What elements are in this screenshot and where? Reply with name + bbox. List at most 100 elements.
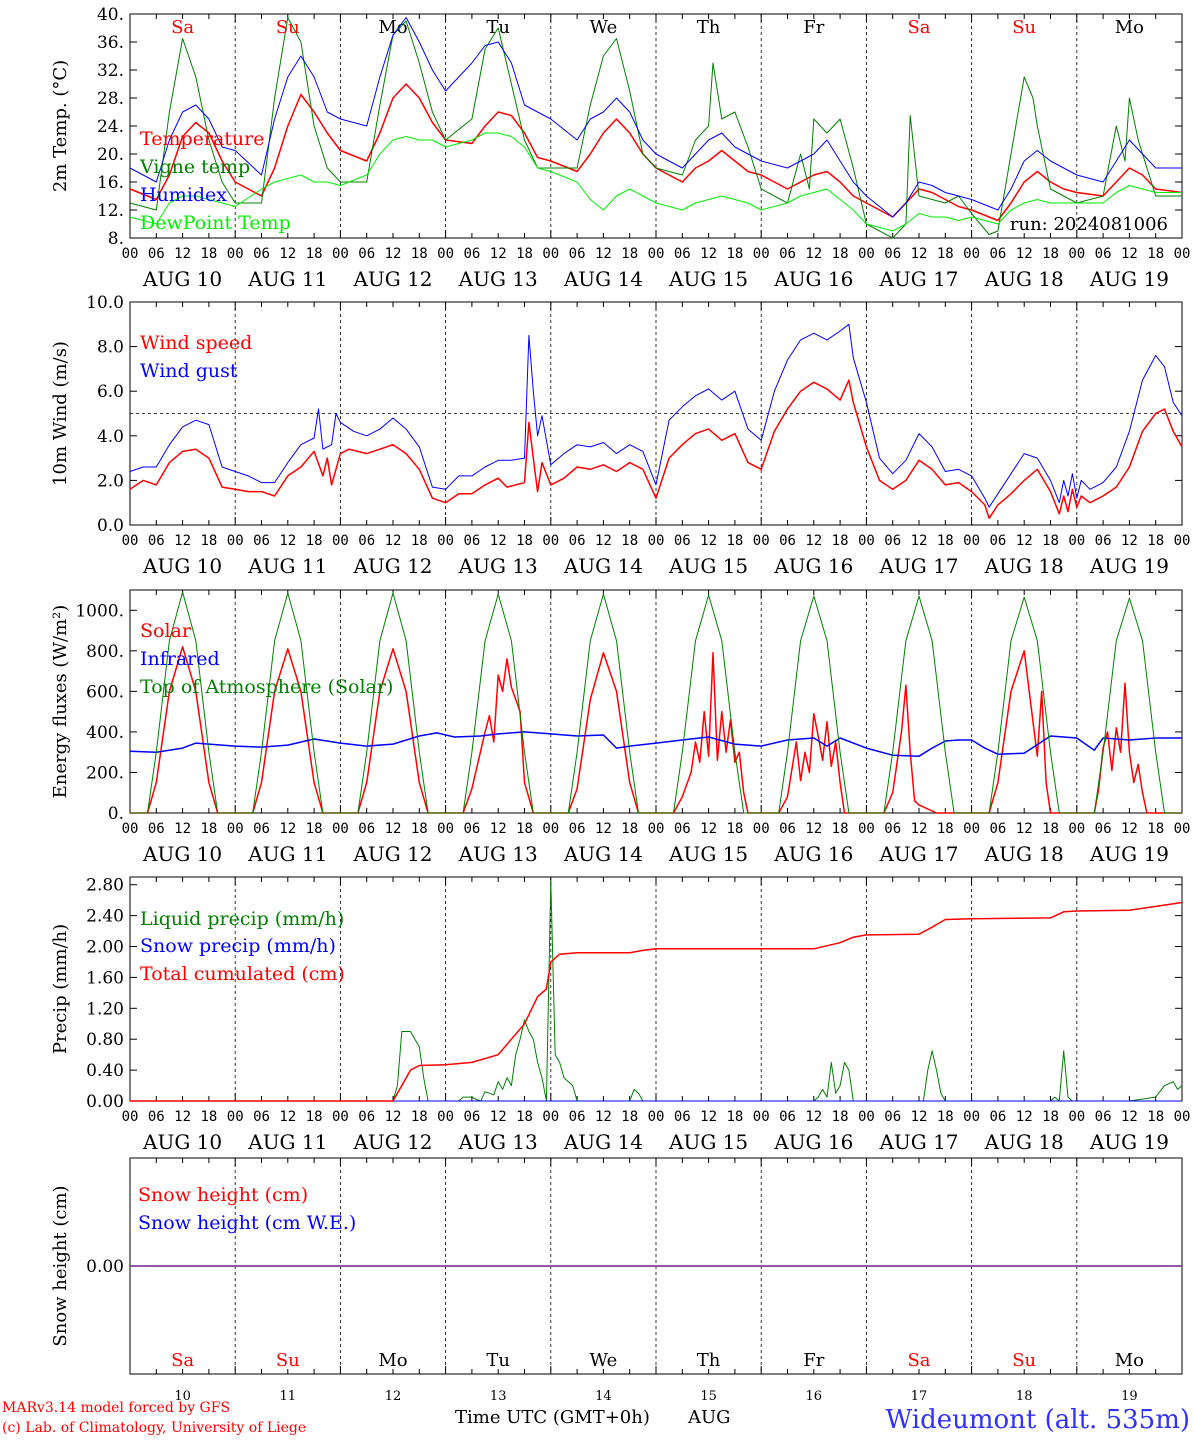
day-name-label: Su xyxy=(1012,17,1036,38)
hour-tick-label: 00 xyxy=(122,1109,139,1125)
hour-tick-label: 00 xyxy=(332,246,349,262)
hour-tick-label: 18 xyxy=(1147,533,1164,549)
hour-tick-label: 06 xyxy=(253,1109,270,1125)
hour-tick-label: 06 xyxy=(463,246,480,262)
hour-tick-label: 12 xyxy=(385,821,402,837)
date-label: AUG 15 xyxy=(668,267,748,291)
hour-tick-label: 00 xyxy=(122,246,139,262)
hour-tick-label: 18 xyxy=(411,1109,428,1125)
date-label: AUG 12 xyxy=(352,842,432,866)
hour-tick-label: 12 xyxy=(1121,533,1138,549)
hour-tick-label: 00 xyxy=(332,1109,349,1125)
hour-tick-label: 06 xyxy=(148,533,165,549)
y-tick-label: 2.80 xyxy=(86,876,124,896)
run-annotation: run: 2024081006 xyxy=(1010,214,1168,235)
date-label: AUG 13 xyxy=(458,1130,538,1154)
hour-tick-label: 18 xyxy=(621,821,638,837)
date-label: AUG 18 xyxy=(984,554,1064,578)
hour-tick-label: 18 xyxy=(1042,1109,1059,1125)
hour-tick-label: 12 xyxy=(700,533,717,549)
hour-tick-label: 06 xyxy=(569,246,586,262)
hour-tick-label: 12 xyxy=(805,821,822,837)
date-label: AUG 14 xyxy=(563,842,643,866)
hour-tick-label: 18 xyxy=(411,821,428,837)
hour-tick-label: 06 xyxy=(463,533,480,549)
day-number-label: 13 xyxy=(490,1389,507,1404)
hour-tick-label: 12 xyxy=(1121,246,1138,262)
date-label: AUG 19 xyxy=(1089,842,1169,866)
hour-tick-label: 12 xyxy=(911,1109,928,1125)
hour-tick-label: 18 xyxy=(306,1109,323,1125)
hour-tick-label: 00 xyxy=(1068,1109,1085,1125)
y-tick-label: 1000. xyxy=(75,601,124,621)
y-tick-label: 8. xyxy=(108,229,124,249)
legend-entry: Liquid precip (mm/h) xyxy=(140,908,344,930)
credit-line-1: MARv3.14 model forced by GFS xyxy=(2,1400,230,1416)
y-tick-label: 10.0 xyxy=(86,293,124,313)
date-label: AUG 12 xyxy=(352,267,432,291)
date-label: AUG 13 xyxy=(458,267,538,291)
hour-tick-label: 06 xyxy=(989,821,1006,837)
hour-tick-label: 00 xyxy=(753,821,770,837)
hour-tick-label: 18 xyxy=(937,1109,954,1125)
day-name-label: Sa xyxy=(907,1350,930,1371)
hour-tick-label: 12 xyxy=(490,246,507,262)
hour-tick-label: 06 xyxy=(989,533,1006,549)
series-line xyxy=(129,17,1182,239)
date-label: AUG 11 xyxy=(247,267,327,291)
day-number-label: 18 xyxy=(1016,1389,1033,1404)
hour-tick-label: 12 xyxy=(1016,246,1033,262)
y-tick-label: 36. xyxy=(97,33,124,53)
y-tick-label: 2.00 xyxy=(86,938,124,958)
hour-tick-label: 12 xyxy=(279,533,296,549)
footer: MARv3.14 model forced by GFS (c) Lab. of… xyxy=(2,1400,1190,1436)
series-line xyxy=(129,17,1182,218)
hour-tick-label: 18 xyxy=(516,1109,533,1125)
date-label: AUG 12 xyxy=(352,1130,432,1154)
hour-tick-label: 12 xyxy=(385,533,402,549)
date-label: AUG 19 xyxy=(1089,267,1169,291)
hour-tick-label: 12 xyxy=(595,246,612,262)
hour-tick-label: 18 xyxy=(411,246,428,262)
day-name-label: Su xyxy=(276,17,300,38)
series-line xyxy=(129,323,1183,508)
hour-tick-label: 18 xyxy=(306,821,323,837)
hour-tick-label: 18 xyxy=(306,246,323,262)
date-label: AUG 16 xyxy=(773,1130,853,1154)
date-label: AUG 11 xyxy=(247,1130,327,1154)
date-label: AUG 17 xyxy=(878,554,958,578)
hour-tick-label: 18 xyxy=(832,246,849,262)
hour-tick-label: 00 xyxy=(753,246,770,262)
day-number-label: 19 xyxy=(1121,1389,1138,1404)
hour-tick-label: 00 xyxy=(332,821,349,837)
wind-panel: 0.0 2.0 4.0 6.0 8.0 10.0 10m Wind (m/s) 00 06 12 1… xyxy=(50,293,1190,578)
hour-tick-label: 00 xyxy=(542,533,559,549)
day-number-label: 12 xyxy=(385,1389,402,1404)
hour-tick-label: 18 xyxy=(516,821,533,837)
day-name-label: Sa xyxy=(907,17,930,38)
hour-tick-label: 18 xyxy=(621,1109,638,1125)
hour-tick-label: 06 xyxy=(253,246,270,262)
day-name-label: Th xyxy=(697,17,721,38)
hour-tick-label: 18 xyxy=(832,533,849,549)
hour-tick-label: 12 xyxy=(490,821,507,837)
hour-tick-label: 12 xyxy=(279,246,296,262)
y-tick-label: 0.00 xyxy=(86,1257,124,1277)
date-label: AUG 11 xyxy=(247,554,327,578)
date-label: AUG 13 xyxy=(458,554,538,578)
hour-tick-label: 06 xyxy=(674,533,691,549)
hour-tick-label: 12 xyxy=(700,246,717,262)
credit-line-2: (c) Lab. of Climatology, University of L… xyxy=(2,1420,306,1436)
legend-entry: Total cumulated (cm) xyxy=(140,963,345,985)
hour-tick-label: 00 xyxy=(963,1109,980,1125)
hour-tick-label: 12 xyxy=(805,246,822,262)
date-label: AUG 18 xyxy=(984,842,1064,866)
y-tick-label: 20. xyxy=(97,145,124,165)
station-name: Wideumont (alt. 535m) xyxy=(886,1405,1190,1435)
hour-tick-label: 18 xyxy=(411,533,428,549)
hour-tick-label: 06 xyxy=(1095,246,1112,262)
date-label: AUG 10 xyxy=(142,842,222,866)
day-number-label: 16 xyxy=(806,1389,823,1404)
hour-tick-label: 12 xyxy=(174,246,191,262)
hour-tick-label: 12 xyxy=(805,1109,822,1125)
